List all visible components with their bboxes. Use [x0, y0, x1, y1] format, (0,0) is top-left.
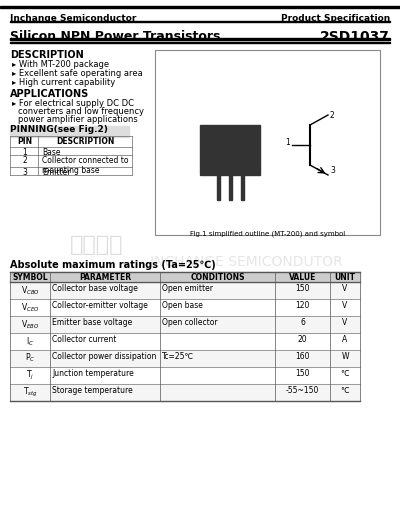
- Bar: [10, 350, 360, 367]
- Text: Open collector: Open collector: [162, 318, 218, 327]
- Text: ℃: ℃: [341, 386, 349, 395]
- Text: Product Specification: Product Specification: [281, 14, 390, 23]
- Text: 20: 20: [298, 335, 307, 344]
- Text: Collector base voltage: Collector base voltage: [52, 284, 138, 293]
- Bar: [10, 282, 360, 299]
- Text: Collector connected to
mounting base: Collector connected to mounting base: [42, 156, 128, 176]
- Text: 3: 3: [330, 165, 335, 175]
- Bar: [240, 175, 244, 200]
- Bar: [200, 125, 260, 175]
- Text: ▸ With MT-200 package: ▸ With MT-200 package: [12, 60, 109, 69]
- Bar: [0, 6, 400, 8]
- Text: 160: 160: [295, 352, 310, 361]
- Text: 1: 1: [285, 137, 290, 147]
- Text: Collector power dissipation: Collector power dissipation: [52, 352, 156, 361]
- Text: PARAMETER: PARAMETER: [79, 273, 131, 282]
- Bar: [228, 175, 232, 200]
- Text: I$_C$: I$_C$: [26, 335, 34, 348]
- Text: ▸ High current capability: ▸ High current capability: [12, 78, 115, 87]
- Bar: [216, 175, 220, 200]
- Bar: [10, 38, 390, 40]
- Text: Collector-emitter voltage: Collector-emitter voltage: [52, 301, 148, 310]
- Bar: [10, 384, 360, 401]
- Text: CONDITIONS: CONDITIONS: [190, 273, 245, 282]
- Text: Emitter: Emitter: [42, 168, 70, 177]
- Text: Inchange Semiconductor: Inchange Semiconductor: [10, 14, 136, 23]
- Text: 1: 1: [22, 148, 27, 157]
- Text: 6: 6: [300, 318, 305, 327]
- Text: 120: 120: [295, 301, 310, 310]
- Text: 150: 150: [295, 284, 310, 293]
- Text: VALUE: VALUE: [289, 273, 316, 282]
- Text: 3: 3: [22, 168, 27, 177]
- Text: 稳山导体: 稳山导体: [70, 235, 124, 255]
- Text: V: V: [342, 318, 348, 327]
- Text: T$_{stg}$: T$_{stg}$: [22, 386, 38, 399]
- Text: P$_C$: P$_C$: [25, 352, 35, 365]
- Text: Open emitter: Open emitter: [162, 284, 213, 293]
- Text: Fig.1 simplified outline (MT-200) and symbol: Fig.1 simplified outline (MT-200) and sy…: [190, 230, 345, 237]
- Text: power amplifier applications: power amplifier applications: [18, 115, 138, 124]
- Text: Tc=25℃: Tc=25℃: [162, 352, 194, 361]
- Bar: [155, 50, 380, 235]
- Bar: [10, 126, 129, 137]
- Text: V$_{CEO}$: V$_{CEO}$: [21, 301, 39, 313]
- Bar: [10, 272, 360, 282]
- Text: 2: 2: [330, 110, 335, 120]
- Text: Collector current: Collector current: [52, 335, 116, 344]
- Text: Open base: Open base: [162, 301, 203, 310]
- Text: V: V: [342, 301, 348, 310]
- Bar: [10, 316, 360, 333]
- Text: APPLICATIONS: APPLICATIONS: [10, 89, 89, 99]
- Text: converters and low frequency: converters and low frequency: [18, 107, 144, 116]
- Text: 2: 2: [22, 156, 27, 165]
- Text: SYMBOL: SYMBOL: [12, 273, 48, 282]
- Text: Storage temperature: Storage temperature: [52, 386, 133, 395]
- Text: T$_j$: T$_j$: [26, 369, 34, 382]
- Text: DESCRIPTION: DESCRIPTION: [10, 50, 84, 60]
- Text: A: A: [342, 335, 348, 344]
- Text: V$_{CBO}$: V$_{CBO}$: [21, 284, 39, 296]
- Text: V: V: [342, 284, 348, 293]
- Text: UNIT: UNIT: [334, 273, 356, 282]
- Text: 2SD1037: 2SD1037: [320, 30, 390, 44]
- Text: PIN: PIN: [17, 137, 32, 146]
- Text: Emitter base voltage: Emitter base voltage: [52, 318, 132, 327]
- Text: V$_{EBO}$: V$_{EBO}$: [21, 318, 39, 330]
- Text: -55~150: -55~150: [286, 386, 319, 395]
- Text: INCHANGE SEMICONDUTOR: INCHANGE SEMICONDUTOR: [150, 255, 343, 269]
- Bar: [10, 42, 390, 43]
- Text: Base: Base: [42, 148, 60, 157]
- Text: ▸ For electrical supply DC DC: ▸ For electrical supply DC DC: [12, 99, 134, 108]
- Text: DESCRIPTION: DESCRIPTION: [56, 137, 114, 146]
- Bar: [10, 21, 390, 22]
- Text: Silicon NPN Power Transistors: Silicon NPN Power Transistors: [10, 30, 220, 43]
- Text: 150: 150: [295, 369, 310, 378]
- Text: ▸ Excellent safe operating area: ▸ Excellent safe operating area: [12, 69, 143, 78]
- Text: ℃: ℃: [341, 369, 349, 378]
- Text: Junction temperature: Junction temperature: [52, 369, 134, 378]
- Text: PINNING(see Fig.2): PINNING(see Fig.2): [10, 125, 108, 134]
- Text: Absolute maximum ratings (Ta=25℃): Absolute maximum ratings (Ta=25℃): [10, 260, 216, 270]
- Text: W: W: [341, 352, 349, 361]
